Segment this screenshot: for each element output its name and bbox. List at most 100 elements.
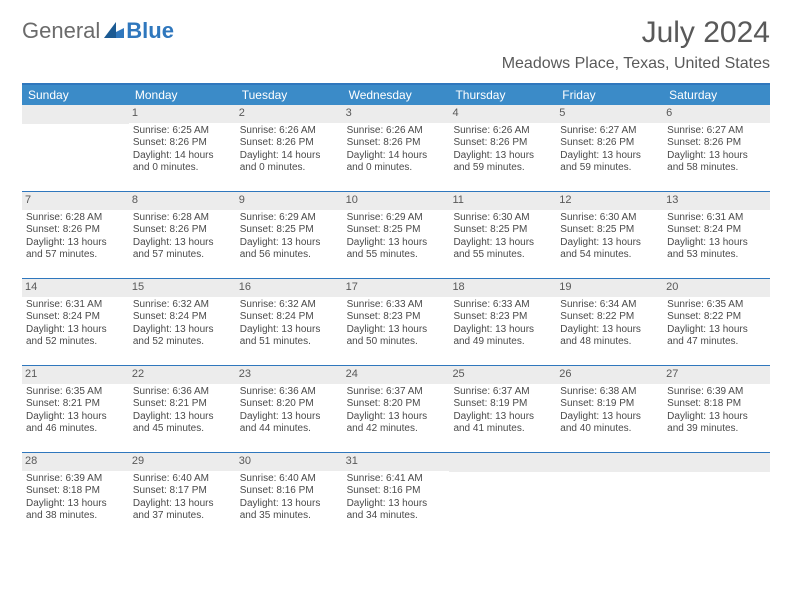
sunrise-line: Sunrise: 6:36 AM [133,386,232,399]
calendar-day-cell: 11Sunrise: 6:30 AMSunset: 8:25 PMDayligh… [449,192,556,278]
calendar-day-cell: 1Sunrise: 6:25 AMSunset: 8:26 PMDaylight… [129,105,236,191]
calendar-day-cell: 30Sunrise: 6:40 AMSunset: 8:16 PMDayligh… [236,453,343,539]
weekday-header: Wednesday [343,85,450,105]
calendar-week-row: 1Sunrise: 6:25 AMSunset: 8:26 PMDaylight… [22,105,770,191]
day-number: 19 [556,279,663,297]
daylight-line: Daylight: 14 hours and 0 minutes. [347,150,446,175]
day-number: 5 [556,105,663,123]
sunset-line: Sunset: 8:26 PM [667,137,766,150]
calendar-day-cell: 23Sunrise: 6:36 AMSunset: 8:20 PMDayligh… [236,366,343,452]
sunrise-line: Sunrise: 6:40 AM [240,473,339,486]
calendar-day-cell: 5 Sunrise: 6:27 AMSunset: 8:26 PMDaylight… [556,105,663,191]
day-number: 28 [22,453,129,471]
day-number: 27 [663,366,770,384]
sunrise-line: Sunrise: 6:31 AM [26,299,125,312]
daylight-line: Daylight: 14 hours and 0 minutes. [133,150,232,175]
sunrise-line: Sunrise: 6:39 AM [26,473,125,486]
daylight-line: Daylight: 13 hours and 57 minutes. [26,237,125,262]
sunrise-line: Sunrise: 6:31 AM [667,212,766,225]
sunrise-line: Sunrise: 6:29 AM [240,212,339,225]
brand-logo: General Blue [22,18,174,44]
month-title: July 2024 [502,16,770,49]
day-number [22,105,129,124]
day-number: 4 [449,105,556,123]
header: General Blue July 2024 Meadows Place, Te… [22,16,770,73]
day-number: 15 [129,279,236,297]
calendar-day-cell: 13Sunrise: 6:31 AMSunset: 8:24 PMDayligh… [663,192,770,278]
sunrise-line: Sunrise: 6:37 AM [453,386,552,399]
calendar: SundayMondayTuesdayWednesdayThursdayFrid… [22,83,770,539]
sunrise-line: Sunrise: 6:37 AM [347,386,446,399]
calendar-day-cell: 8Sunrise: 6:28 AMSunset: 8:26 PMDaylight… [129,192,236,278]
sunrise-line: Sunrise: 6:35 AM [667,299,766,312]
day-number: 16 [236,279,343,297]
sunrise-line: Sunrise: 6:26 AM [453,125,552,138]
calendar-day-cell: 17Sunrise: 6:33 AMSunset: 8:23 PMDayligh… [343,279,450,365]
sunset-line: Sunset: 8:19 PM [453,398,552,411]
sunrise-line: Sunrise: 6:40 AM [133,473,232,486]
calendar-body: 1Sunrise: 6:25 AMSunset: 8:26 PMDaylight… [22,105,770,539]
sunrise-line: Sunrise: 6:28 AM [26,212,125,225]
daylight-line: Daylight: 13 hours and 56 minutes. [240,237,339,262]
sunrise-line: Sunrise: 6:35 AM [26,386,125,399]
calendar-day-cell: 15Sunrise: 6:32 AMSunset: 8:24 PMDayligh… [129,279,236,365]
sunset-line: Sunset: 8:26 PM [560,137,659,150]
daylight-line: Daylight: 13 hours and 45 minutes. [133,411,232,436]
daylight-line: Daylight: 13 hours and 51 minutes. [240,324,339,349]
sunset-line: Sunset: 8:26 PM [240,137,339,150]
sunset-line: Sunset: 8:24 PM [26,311,125,324]
sunset-line: Sunset: 8:25 PM [240,224,339,237]
calendar-day-cell: 9 Sunrise: 6:29 AMSunset: 8:25 PMDaylight… [236,192,343,278]
brand-flag-icon [104,22,124,43]
day-number: 26 [556,366,663,384]
daylight-line: Daylight: 13 hours and 53 minutes. [667,237,766,262]
daylight-line: Daylight: 13 hours and 44 minutes. [240,411,339,436]
sunset-line: Sunset: 8:22 PM [667,311,766,324]
day-number [556,453,663,472]
title-block: July 2024 Meadows Place, Texas, United S… [502,16,770,73]
day-number: 31 [343,453,450,471]
calendar-day-cell: 28Sunrise: 6:39 AMSunset: 8:18 PMDayligh… [22,453,129,539]
day-number: 2 [236,105,343,123]
daylight-line: Daylight: 13 hours and 59 minutes. [560,150,659,175]
sunset-line: Sunset: 8:25 PM [560,224,659,237]
calendar-week-row: 28Sunrise: 6:39 AMSunset: 8:18 PMDayligh… [22,452,770,539]
calendar-week-row: 7Sunrise: 6:28 AMSunset: 8:26 PMDaylight… [22,191,770,278]
sunset-line: Sunset: 8:18 PM [667,398,766,411]
day-number: 30 [236,453,343,471]
sunset-line: Sunset: 8:21 PM [26,398,125,411]
calendar-week-row: 14Sunrise: 6:31 AMSunset: 8:24 PMDayligh… [22,278,770,365]
daylight-line: Daylight: 13 hours and 46 minutes. [26,411,125,436]
sunset-line: Sunset: 8:19 PM [560,398,659,411]
daylight-line: Daylight: 13 hours and 47 minutes. [667,324,766,349]
day-number: 22 [129,366,236,384]
calendar-day-cell: 19Sunrise: 6:34 AMSunset: 8:22 PMDayligh… [556,279,663,365]
sunset-line: Sunset: 8:16 PM [347,485,446,498]
sunset-line: Sunset: 8:24 PM [667,224,766,237]
sunrise-line: Sunrise: 6:27 AM [667,125,766,138]
day-number: 1 [129,105,236,123]
sunrise-line: Sunrise: 6:27 AM [560,125,659,138]
sunset-line: Sunset: 8:18 PM [26,485,125,498]
sunset-line: Sunset: 8:23 PM [347,311,446,324]
sunset-line: Sunset: 8:21 PM [133,398,232,411]
weekday-header: Sunday [22,85,129,105]
sunrise-line: Sunrise: 6:25 AM [133,125,232,138]
calendar-day-cell: 10Sunrise: 6:29 AMSunset: 8:25 PMDayligh… [343,192,450,278]
calendar-day-cell [22,105,129,191]
calendar-day-cell: 27Sunrise: 6:39 AMSunset: 8:18 PMDayligh… [663,366,770,452]
day-number: 9 [236,192,343,210]
weekday-header-row: SundayMondayTuesdayWednesdayThursdayFrid… [22,85,770,105]
calendar-day-cell: 21Sunrise: 6:35 AMSunset: 8:21 PMDayligh… [22,366,129,452]
sunrise-line: Sunrise: 6:36 AM [240,386,339,399]
weekday-header: Friday [556,85,663,105]
daylight-line: Daylight: 13 hours and 50 minutes. [347,324,446,349]
day-number [449,453,556,472]
sunrise-line: Sunrise: 6:39 AM [667,386,766,399]
calendar-day-cell: 25Sunrise: 6:37 AMSunset: 8:19 PMDayligh… [449,366,556,452]
day-number: 6 [663,105,770,123]
daylight-line: Daylight: 13 hours and 58 minutes. [667,150,766,175]
sunset-line: Sunset: 8:16 PM [240,485,339,498]
calendar-day-cell [556,453,663,539]
calendar-day-cell: 14Sunrise: 6:31 AMSunset: 8:24 PMDayligh… [22,279,129,365]
